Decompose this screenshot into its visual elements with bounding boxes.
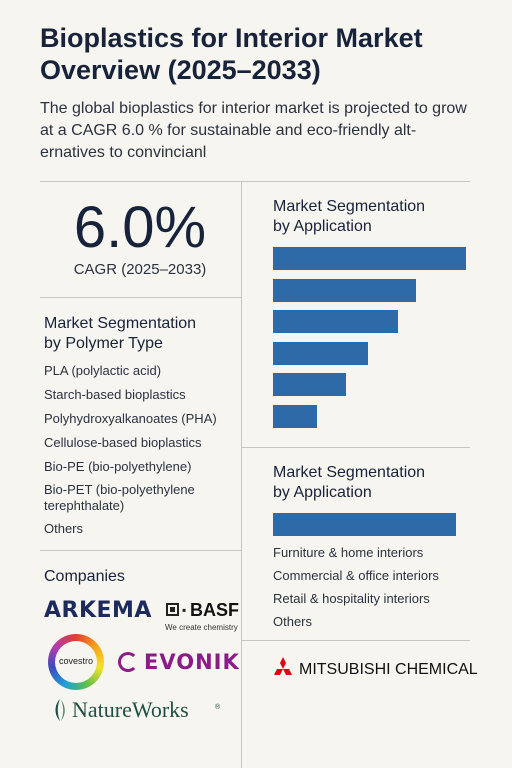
application-item: Commercial & office interiors (273, 568, 439, 583)
mitsubishi-diamonds-icon (274, 657, 292, 675)
natureworks-leaf-icon (55, 699, 65, 721)
application-bar (273, 278, 416, 302)
basf-tagline: We create chemistry (165, 623, 238, 632)
polymer-item: Bio-PE (bio-polyethylene) (44, 459, 192, 474)
polymer-item: terephthalate) (44, 498, 125, 513)
polymer-heading-line1: Market Segmentation (44, 315, 197, 332)
application-bar (273, 247, 466, 270)
application-heading-line2: by Application (273, 218, 372, 235)
polymer-item: Bio-PET (bio-polyethylene (44, 482, 195, 497)
top-divider (40, 181, 470, 182)
right-divider-1 (241, 447, 470, 448)
polymer-item: Starch-based bioplastics (44, 387, 186, 402)
application-item: Furniture & home interiors (273, 545, 424, 560)
cagr-value: 6.0% (73, 195, 207, 260)
polymer-item: Polyhydroxyalkanoates (PHA) (44, 411, 217, 426)
natureworks-logo: NatureWorks (72, 697, 189, 722)
polymer-item: Others (44, 521, 84, 536)
cagr-label: CAGR (2025–2033) (73, 261, 207, 278)
right-divider-2 (241, 640, 470, 641)
basf-dash-icon: ▪ (182, 603, 187, 617)
basf-logo: BASF (190, 600, 239, 620)
application-item: Others (273, 614, 313, 629)
page-title: Bioplastics for Interior Market Overview… (40, 23, 423, 85)
left-divider-1 (40, 297, 241, 298)
application-bar (273, 513, 456, 536)
natureworks-registered-mark: ® (215, 704, 221, 711)
companies-heading: Companies (44, 568, 125, 585)
polymer-item: Cellulose-based bioplastics (44, 435, 202, 450)
application-item: Retail & hospitality interiors (273, 591, 430, 606)
evonik-logo: EVONIK (144, 650, 240, 674)
covestro-ring-inner (55, 641, 97, 683)
covestro-logo: covestro (58, 656, 93, 666)
application-heading-2-line2: by Application (273, 484, 372, 501)
application-bar (273, 310, 398, 333)
application-heading-2-line1: Market Segmentation (273, 464, 426, 481)
application-heading-line1: Market Segmentation (273, 198, 426, 215)
arkema-logo: ARKEMA (44, 598, 152, 623)
polymer-item: PLA (polylactic acid) (44, 363, 162, 378)
center-divider (241, 181, 242, 768)
application-bar (273, 373, 346, 396)
left-divider-2 (40, 550, 241, 551)
polymer-heading-line2: by Polymer Type (44, 335, 163, 352)
application-bar (273, 341, 368, 365)
application-bar (273, 404, 317, 428)
page-subtitle: The global bioplastics for interior mark… (40, 100, 467, 161)
basf-logo-icon (166, 603, 179, 616)
evonik-mark-icon (118, 652, 138, 672)
mitsubishi-chemical-logo: MITSUBISHI CHEMICAL (299, 661, 478, 678)
